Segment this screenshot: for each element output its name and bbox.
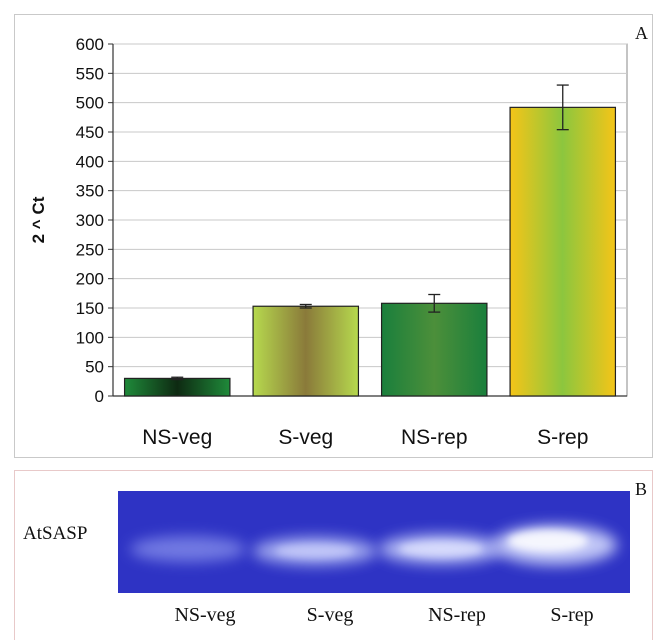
y-tick-label: 150 (76, 299, 104, 318)
bar-ns-rep (380, 302, 488, 397)
y-tick-label: 100 (76, 328, 104, 347)
y-tick-label: 400 (76, 152, 104, 171)
y-tick-label: 350 (76, 182, 104, 201)
bar-s-rep (509, 106, 617, 397)
y-tick-label: 450 (76, 123, 104, 142)
lane-label-s-veg: S-veg (306, 604, 354, 626)
y-tick-label: 50 (85, 358, 104, 377)
lane-label-ns-rep: NS-rep (428, 604, 486, 626)
panel-a-letter: A (635, 23, 648, 43)
x-tick-label: NS-rep (401, 426, 468, 449)
y-tick-label: 250 (76, 240, 104, 259)
y-tick-label: 500 (76, 94, 104, 113)
panel-b: B AtSASP NS-veg S-veg NS- (14, 470, 653, 640)
x-tick-label: S-veg (278, 426, 333, 449)
bar-ns-veg (123, 377, 231, 397)
panel-b-letter: B (635, 479, 648, 499)
gel-image (118, 491, 630, 593)
gel-band-s-veg (253, 537, 377, 565)
lane-label-s-rep: S-rep (550, 604, 594, 626)
bar-chart: 0 50 100 150 200 250 300 350 400 450 500 550 600 NS-v… (29, 35, 628, 449)
x-tick-label: S-rep (537, 426, 588, 449)
gel-band-ns-veg (130, 536, 246, 562)
y-tick-label: 300 (76, 211, 104, 230)
gel-band-s-rep (493, 525, 617, 565)
lane-label-ns-veg: NS-veg (174, 604, 236, 626)
y-tick-label: 200 (76, 270, 104, 289)
y-tick-label: 0 (95, 387, 104, 406)
bar-s-veg (252, 305, 360, 397)
x-tick-label: NS-veg (142, 426, 212, 449)
gel-bands (130, 525, 617, 565)
y-tick-label: 600 (76, 35, 104, 54)
y-axis-label: 2 ^ Ct (29, 196, 48, 243)
gel-band-ns-rep (379, 534, 503, 564)
gel-label: AtSASP (23, 523, 88, 544)
plot-area: 0 50 100 150 200 250 300 350 400 450 500 550 600 NS-v… (76, 35, 628, 449)
y-tick-label: 550 (76, 64, 104, 83)
